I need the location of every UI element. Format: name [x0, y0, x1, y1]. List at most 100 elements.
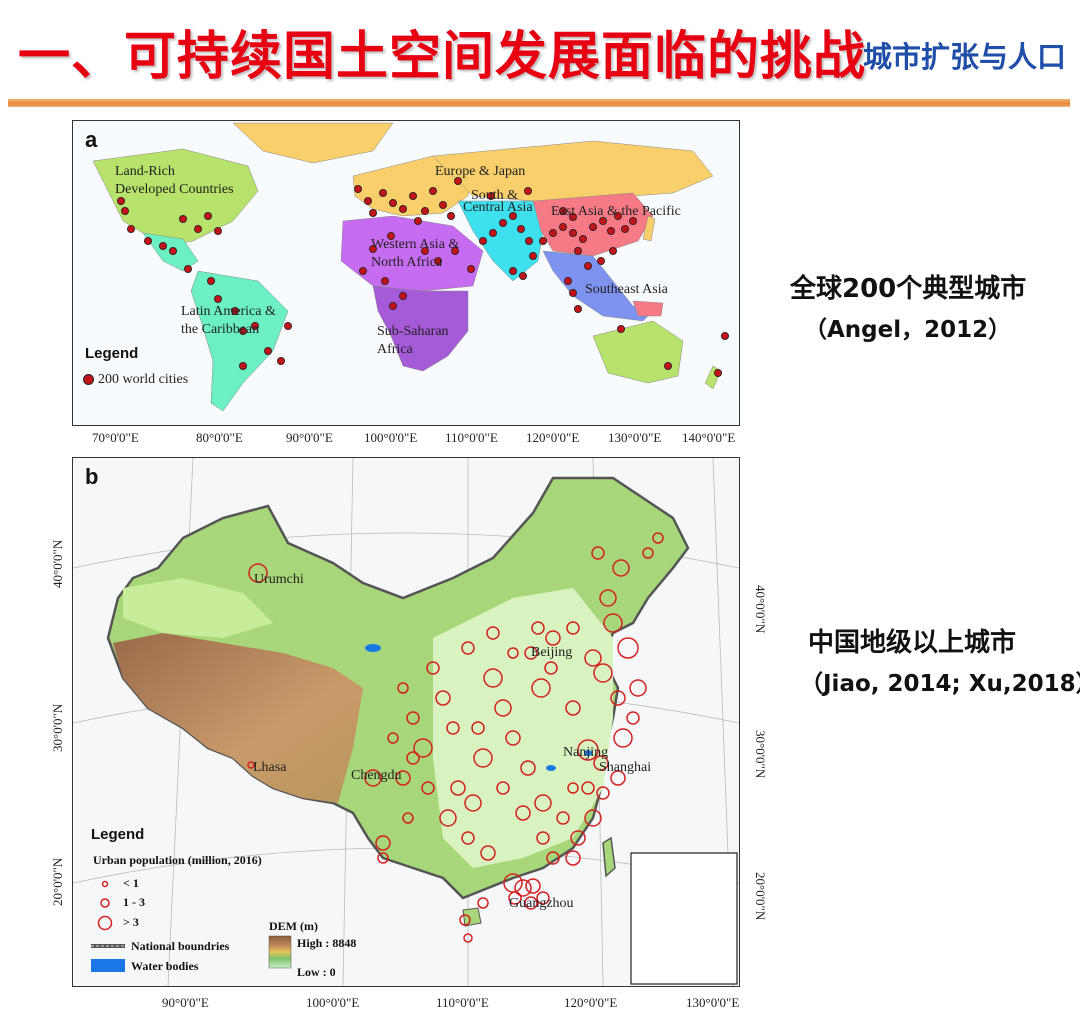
- china-city-circle: [364, 769, 382, 787]
- national-boundaries-label: National boundries: [131, 939, 230, 953]
- map-a-legend-item: 200 world cities: [98, 372, 189, 387]
- world-city-dot: [144, 237, 153, 246]
- world-city-dot: [127, 225, 136, 234]
- world-city-dot: [238, 361, 247, 370]
- china-city-circle: [612, 559, 630, 577]
- region-label-sub-saharan-line2: Africa: [377, 342, 413, 357]
- world-city-dot: [368, 245, 377, 254]
- world-city-dot: [614, 212, 623, 221]
- world-city-dot: [583, 261, 592, 270]
- world-city-dot: [388, 301, 397, 310]
- header-divider: [8, 99, 1070, 107]
- map-b-y-tick-right-20: 20°0'0"N: [753, 872, 768, 921]
- world-city-dots: [117, 177, 730, 377]
- china-city-circle: [461, 831, 475, 845]
- china-city-circle: [450, 780, 466, 796]
- world-city-dot: [283, 321, 292, 330]
- map-b-y-tick-left-40: 40°0'0"N: [50, 539, 65, 588]
- world-city-dot: [378, 189, 387, 198]
- region-label-land-rich-line1: Land-Rich: [115, 164, 175, 179]
- china-city-circle: [515, 805, 531, 821]
- world-city-legend-dot: [83, 374, 94, 385]
- dem-color-bar: [268, 935, 292, 969]
- world-city-dot: [538, 237, 547, 246]
- china-city-circle: [507, 647, 519, 659]
- map-a-x-tick-120: 120°0'0"E: [526, 430, 580, 445]
- world-city-dot: [398, 291, 407, 300]
- china-city-circle: [471, 721, 485, 735]
- south-china-sea-inset: [630, 852, 738, 985]
- china-city-circle: [603, 613, 623, 633]
- world-city-dot: [117, 197, 126, 206]
- world-city-dot: [528, 251, 537, 260]
- china-city-circle: [566, 621, 580, 635]
- world-city-dot: [558, 207, 567, 216]
- city-label-nanjing: Nanjing: [563, 745, 609, 760]
- china-city-circle: [626, 711, 640, 725]
- qinghai-lake: [365, 644, 381, 652]
- china-city-circle: [397, 682, 409, 694]
- china-city-circle: [531, 678, 551, 698]
- world-city-dot: [438, 201, 447, 210]
- china-city-circle: [599, 589, 617, 607]
- world-city-dot: [358, 266, 367, 275]
- dem-legend-title: DEM (m): [269, 919, 318, 933]
- region-label-western-asia-line1: Western Asia &: [371, 237, 460, 252]
- world-city-dot: [388, 199, 397, 208]
- world-city-dot: [450, 247, 459, 256]
- world-city-dot: [568, 213, 577, 222]
- map-a-x-tick-140: 140°0'0"E: [682, 430, 736, 445]
- china-city-circle: [406, 751, 420, 765]
- world-city-dot: [488, 229, 497, 238]
- world-city-dot: [250, 321, 259, 330]
- world-city-dot: [568, 229, 577, 238]
- map-a-x-tick-130: 130°0'0"E: [608, 430, 662, 445]
- china-city-circle: [534, 794, 552, 812]
- china-city-circle: [525, 878, 541, 894]
- world-city-dot: [380, 276, 389, 285]
- world-city-dot: [573, 304, 582, 313]
- world-city-dot: [516, 225, 525, 234]
- world-city-dot: [413, 217, 422, 226]
- poyang-lake: [546, 765, 556, 771]
- region-label-east-asia-pacific: East Asia & the Pacific: [551, 204, 681, 219]
- world-city-dot: [466, 264, 475, 273]
- world-city-dot: [420, 247, 429, 256]
- world-city-dot: [558, 223, 567, 232]
- world-city-dot: [629, 217, 638, 226]
- world-city-dot: [508, 266, 517, 275]
- map-b-y-tick-left-30: 30°0'0"N: [50, 703, 65, 752]
- china-city-circle: [577, 739, 599, 761]
- population-class-small: < 1: [123, 876, 139, 890]
- world-city-dot: [568, 288, 577, 297]
- world-city-dot: [408, 192, 417, 201]
- china-city-circle: [496, 781, 510, 795]
- taiwan-island: [602, 836, 616, 878]
- map-a-x-tick-80: 80°0'0"E: [196, 430, 243, 445]
- page-subtitle: 城市扩张与人口: [862, 40, 1066, 74]
- china-city-circle: [413, 738, 433, 758]
- world-city-dot: [597, 256, 606, 265]
- world-city-dot: [518, 271, 527, 280]
- world-city-dot: [433, 256, 442, 265]
- world-city-dot: [478, 237, 487, 246]
- china-city-circle: [439, 809, 457, 827]
- map-b-y-tick-right-40: 40°0'0"N: [753, 585, 768, 634]
- city-label-guangzhou: Guangzhou: [509, 896, 574, 911]
- china-city-circle: [593, 663, 613, 683]
- region-japan: [642, 215, 656, 242]
- map-b-x-tick-90: 90°0'0"E: [162, 995, 209, 1010]
- world-city-dot: [169, 247, 178, 256]
- world-city-dot: [353, 185, 362, 194]
- china-city-circle: [426, 661, 440, 675]
- china-city-circle: [464, 794, 482, 812]
- world-city-dot: [523, 187, 532, 196]
- world-city-dot: [420, 207, 429, 216]
- region-latin-america: [190, 270, 289, 412]
- world-city-dot: [179, 215, 188, 224]
- world-city-dot: [548, 229, 557, 238]
- world-city-dot: [589, 223, 598, 232]
- caption-china-cities: 中国地级以上城市: [808, 628, 1017, 658]
- city-label-urumchi: Urumchi: [254, 572, 304, 587]
- china-city-circle: [248, 563, 268, 583]
